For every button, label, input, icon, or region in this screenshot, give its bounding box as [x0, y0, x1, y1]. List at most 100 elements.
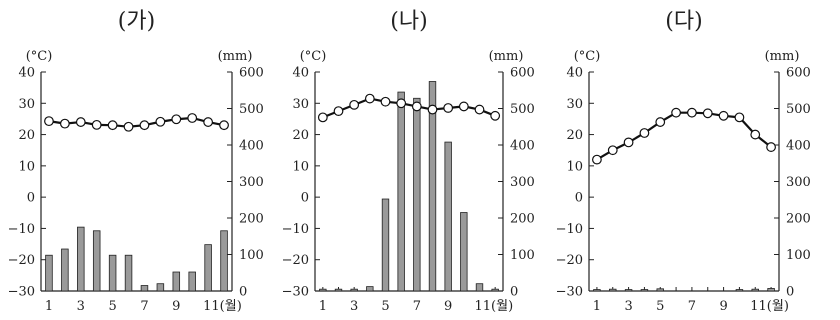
temperature-point	[443, 103, 454, 113]
x-tick-label: 11(월)	[750, 299, 789, 314]
temperature-point	[203, 117, 214, 127]
precipitation-bar	[220, 230, 228, 292]
x-tick-label: 7	[413, 299, 421, 314]
precipitation-bar	[61, 248, 69, 292]
precipitation-bar	[428, 81, 437, 292]
temperature-point	[687, 107, 697, 118]
precipitation-bar	[172, 271, 181, 292]
x-tick-label: 9	[719, 299, 727, 314]
temperature-point	[364, 93, 375, 104]
y-left-tick-label: 0	[27, 191, 35, 206]
precipitation-bar	[334, 288, 343, 292]
y-right-tick-label: 400	[510, 139, 535, 154]
climate-chart-1	[40, 71, 233, 292]
precipitation-bar	[656, 288, 664, 292]
y-right-tick-label: 300	[239, 175, 264, 190]
temperature-point	[671, 107, 681, 118]
y-left-tick-label: 20	[566, 128, 583, 143]
y-left-tick-label: −30	[282, 285, 309, 300]
y-right-tick-label: 200	[786, 212, 811, 227]
y-left-unit: (°C)	[300, 49, 327, 64]
x-tick-label: 1	[593, 299, 601, 314]
precipitation-bar	[350, 288, 358, 292]
temperature-point	[766, 142, 776, 152]
precipitation-bar	[45, 254, 53, 292]
precipitation-bar	[319, 288, 327, 292]
y-right-tick-label: 100	[239, 248, 264, 263]
precipitation-bar	[460, 212, 468, 292]
temperature-point	[171, 114, 182, 125]
x-tick-label: 1	[45, 299, 53, 314]
y-right-tick-label: 500	[786, 102, 811, 117]
y-left-tick-label: 10	[566, 159, 583, 174]
x-tick-label: 5	[381, 299, 389, 314]
precipitation-bar	[609, 288, 617, 292]
y-right-tick-label: 300	[786, 175, 811, 190]
precipitation-bar	[140, 285, 149, 292]
y-left-tick-label: −20	[8, 253, 35, 268]
x-tick-label: 5	[656, 299, 664, 314]
temperature-point	[490, 110, 501, 121]
precipitation-bar	[444, 141, 452, 292]
y-right-tick-label: 200	[239, 212, 264, 227]
temperature-point	[474, 104, 485, 115]
temperature-point	[380, 96, 391, 107]
x-tick-label: 3	[350, 299, 358, 314]
temperature-point	[607, 145, 618, 156]
temperature-point	[639, 128, 650, 138]
temperature-point	[75, 117, 86, 127]
temperature-point	[333, 106, 344, 117]
x-tick-label: 1	[319, 299, 327, 314]
temperature-point	[91, 119, 102, 130]
precipitation-bar	[624, 289, 633, 292]
x-tick-label: 7	[140, 299, 148, 314]
y-right-tick-label: 600	[239, 66, 264, 81]
temperature-point	[655, 117, 666, 127]
x-tick-label: 3	[77, 299, 85, 314]
precipitation-bar	[366, 286, 374, 292]
temperature-point	[750, 129, 761, 140]
y-left-tick-label: −10	[282, 222, 309, 237]
temperature-line	[48, 116, 225, 128]
precipitation-bar	[381, 198, 390, 292]
y-left-tick-label: 0	[575, 191, 583, 206]
precipitation-bar	[640, 289, 649, 292]
x-tick-label: 11(월)	[475, 299, 514, 314]
y-right-tick-label: 400	[786, 139, 811, 154]
y-left-tick-label: −10	[8, 222, 35, 237]
y-right-tick-label: 500	[239, 102, 264, 117]
temperature-point	[411, 101, 422, 112]
temperature-point	[139, 120, 150, 131]
precipitation-bar	[204, 244, 212, 292]
x-tick-label: 9	[172, 299, 180, 314]
precipitation-bar	[397, 91, 405, 292]
y-left-tick-label: 40	[566, 66, 583, 81]
temperature-point	[44, 116, 54, 127]
precipitation-bar	[188, 271, 196, 292]
precipitation-bar	[735, 289, 744, 292]
chart-title: (다)	[665, 9, 702, 34]
y-left-tick-label: −30	[556, 285, 583, 300]
temperature-point	[59, 118, 70, 129]
y-left-tick-label: 30	[292, 97, 309, 112]
y-right-unit: (mm)	[489, 49, 524, 64]
y-left-tick-label: 10	[292, 159, 309, 174]
temperature-point	[734, 112, 745, 123]
temperature-point	[219, 120, 229, 131]
temperature-point	[317, 112, 328, 123]
x-tick-label: 5	[108, 299, 116, 314]
y-right-tick-label: 500	[510, 102, 535, 117]
temperature-point	[427, 104, 438, 115]
precipitation-bar	[751, 288, 759, 292]
y-left-tick-label: 40	[18, 66, 35, 81]
y-right-tick-label: 400	[239, 139, 264, 154]
temperature-point	[107, 120, 118, 131]
temperature-point	[458, 101, 469, 112]
y-right-tick-label: 200	[510, 212, 535, 227]
temperature-point	[155, 116, 166, 127]
temperature-point	[396, 98, 407, 109]
y-right-tick-label: 300	[510, 175, 535, 190]
precipitation-bar	[156, 283, 165, 292]
y-left-tick-label: −20	[556, 253, 583, 268]
